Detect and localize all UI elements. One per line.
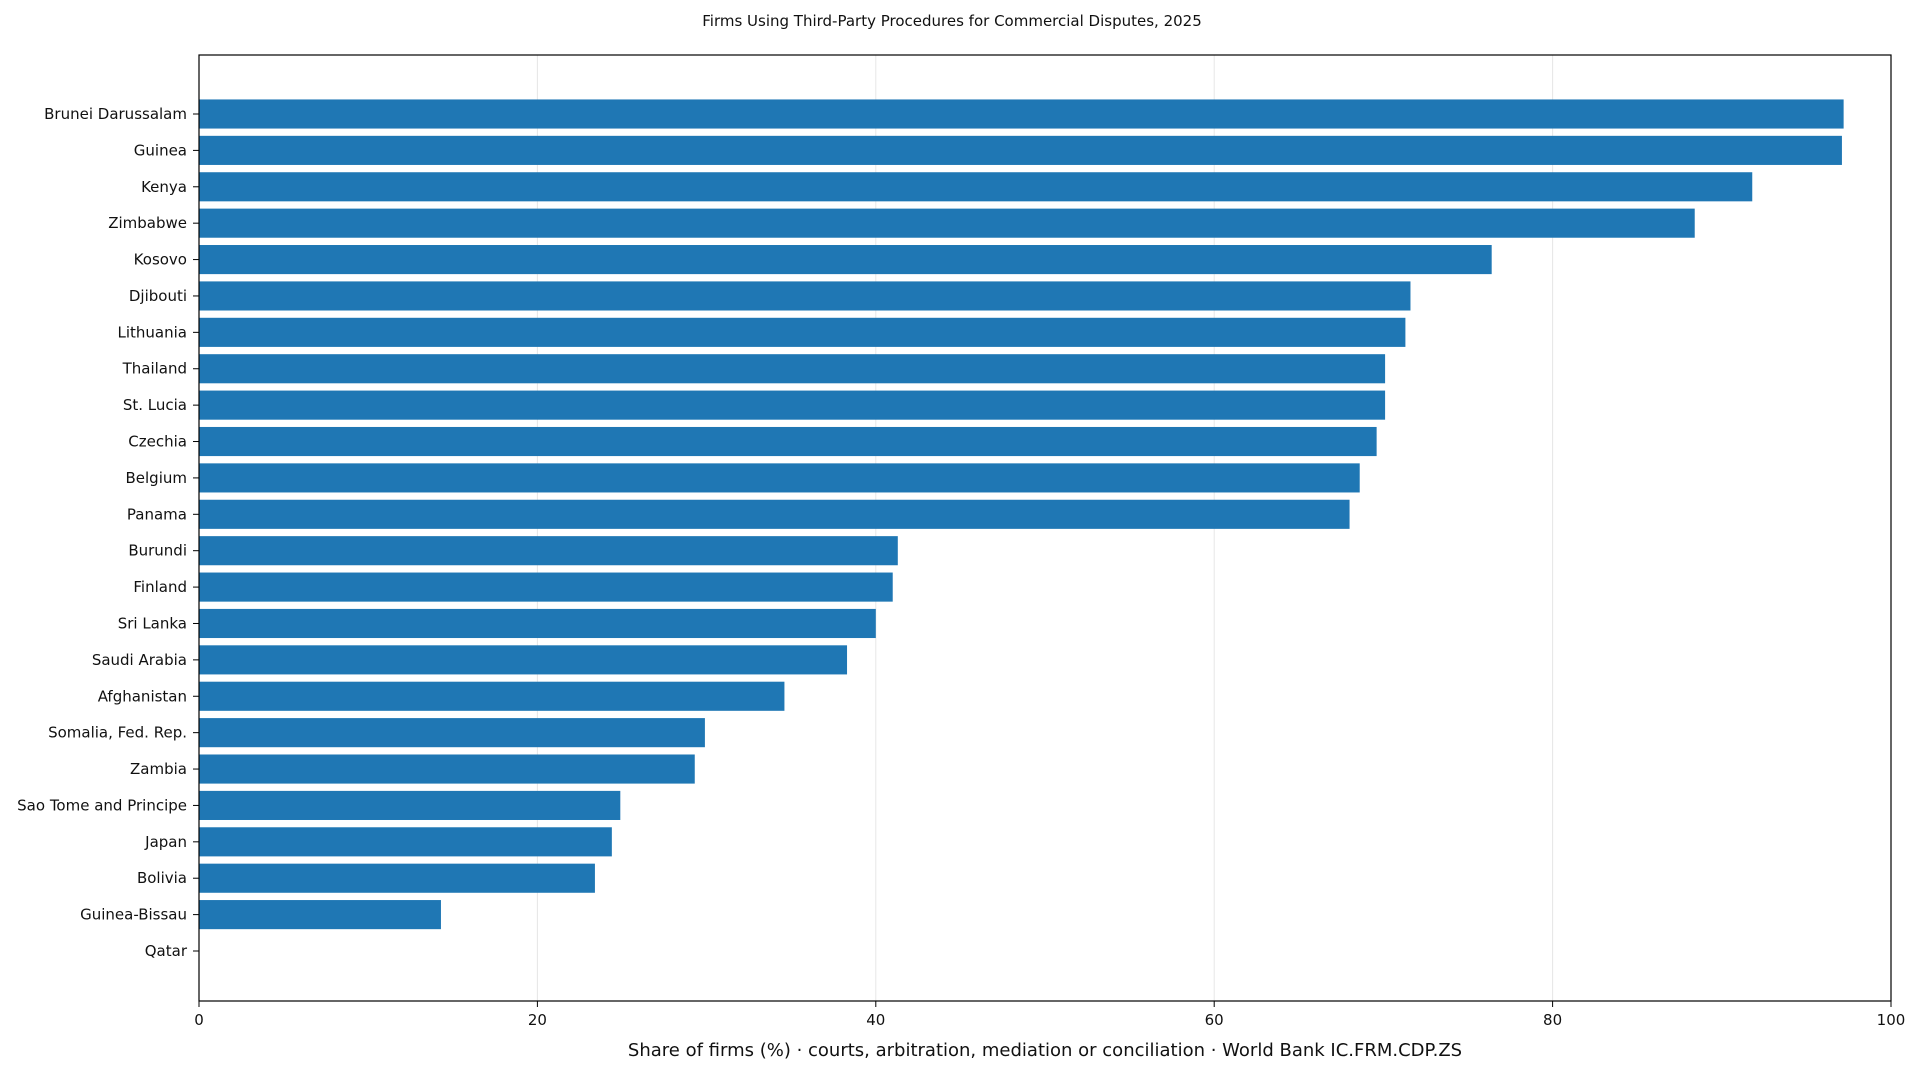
bar — [199, 754, 695, 784]
y-axis-labels: Brunei Darussalam Guinea Kenya Zimbabwe Koso… — [17, 105, 199, 960]
bar — [199, 827, 612, 857]
bar — [199, 317, 1406, 347]
category-label: Saudi Arabia — [92, 651, 187, 669]
bars — [199, 99, 1844, 930]
category-label: Djibouti — [129, 287, 187, 305]
category-label: Belgium — [126, 469, 188, 487]
category-label: St. Lucia — [123, 396, 187, 414]
x-tick-label: 20 — [528, 1011, 547, 1029]
bar — [199, 536, 898, 566]
category-label: Sao Tome and Principe — [17, 796, 187, 814]
bar — [199, 426, 1377, 457]
category-label: Lithuania — [118, 323, 187, 341]
bar — [199, 900, 441, 930]
category-label: Qatar — [145, 942, 188, 960]
x-tick-label: 40 — [866, 1011, 885, 1029]
category-label: Finland — [133, 578, 187, 596]
category-label: Czechia — [128, 433, 187, 451]
x-tick-label: 100 — [1877, 1011, 1906, 1029]
category-label: Brunei Darussalam — [44, 105, 187, 123]
category-label: Thailand — [122, 360, 187, 378]
category-label: Guinea — [134, 141, 187, 159]
bar — [199, 172, 1753, 202]
bar — [199, 354, 1386, 384]
chart-title: Firms Using Third-Party Procedures for C… — [702, 12, 1202, 30]
x-axis-ticks: 0 20 40 60 80 100 — [194, 1001, 1905, 1029]
category-label: Zambia — [130, 760, 187, 778]
bar — [199, 499, 1350, 529]
category-label: Sri Lanka — [118, 614, 187, 632]
bar — [199, 99, 1844, 129]
category-label: Zimbabwe — [108, 214, 187, 232]
category-label: Afghanistan — [98, 687, 187, 705]
bar — [199, 572, 893, 602]
bar — [199, 281, 1411, 311]
x-tick-label: 80 — [1543, 1011, 1562, 1029]
category-label: Bolivia — [137, 869, 187, 887]
category-label: Burundi — [128, 542, 187, 560]
bar — [199, 718, 705, 748]
bar — [199, 790, 621, 820]
bar — [199, 390, 1386, 420]
bar — [199, 681, 785, 711]
x-tick-label: 0 — [194, 1011, 204, 1029]
category-label: Kosovo — [134, 251, 187, 269]
category-label: Panama — [127, 505, 187, 523]
bar — [199, 608, 876, 639]
category-label: Japan — [144, 833, 187, 851]
bar — [199, 135, 1842, 165]
plot-frame — [198, 54, 1892, 1002]
bar — [199, 245, 1492, 275]
bar — [199, 645, 848, 675]
category-label: Guinea-Bissau — [80, 906, 187, 924]
x-tick-label: 60 — [1205, 1011, 1224, 1029]
category-label: Kenya — [141, 178, 187, 196]
category-label: Somalia, Fed. Rep. — [48, 724, 187, 742]
bar — [199, 863, 595, 893]
bar — [199, 463, 1360, 493]
x-axis-label: Share of firms (%) · courts, arbitration… — [628, 1040, 1462, 1061]
bar — [199, 208, 1695, 238]
